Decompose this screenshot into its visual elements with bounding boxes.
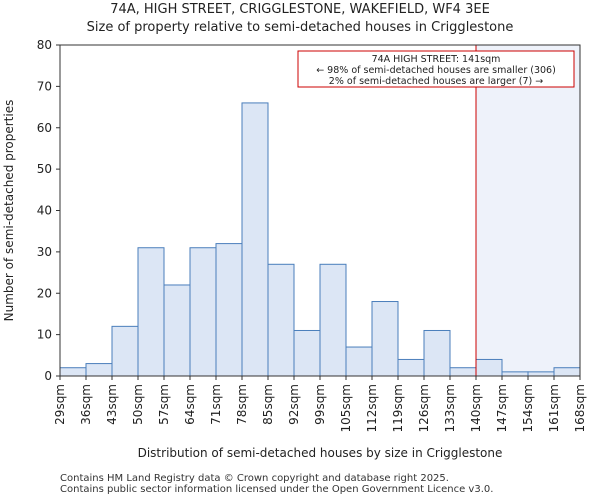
highlight-region — [476, 45, 580, 376]
footer-line-1: Contains HM Land Registry data © Crown c… — [60, 473, 449, 484]
x-tick-label-154sqm: 154sqm — [521, 384, 535, 432]
y-tick-label-60: 60 — [37, 121, 52, 135]
x-tick-label-147sqm: 147sqm — [495, 384, 509, 432]
x-axis-label: Distribution of semi-detached houses by … — [138, 446, 503, 460]
x-tick-label-119sqm: 119sqm — [391, 384, 405, 432]
bar-133sqm — [449, 367, 477, 377]
chart-subtitle: Size of property relative to semi-detach… — [86, 20, 514, 35]
x-tick-label-105sqm: 105sqm — [339, 384, 353, 432]
y-tick-label-70: 70 — [37, 79, 52, 93]
chart-title: 74A, HIGH STREET, CRIGGLESTONE, WAKEFIEL… — [110, 2, 490, 17]
bar-161sqm — [553, 367, 581, 377]
x-tick-label-133sqm: 133sqm — [443, 384, 457, 432]
bar-71sqm — [215, 243, 243, 377]
bar-147sqm — [501, 371, 529, 377]
bar-140sqm — [475, 358, 503, 377]
annotation-box — [297, 50, 575, 88]
annotation-line-3: 2% of semi-detached houses are larger (7… — [329, 76, 543, 87]
x-tick-label-112sqm: 112sqm — [365, 384, 379, 432]
y-tick-label-10: 10 — [37, 328, 52, 342]
histogram-chart: 0 10 20 30 40 50 60 70 80 29sqm 36sqm 43sqm 50sqm 57s… — [2, 38, 587, 460]
x-tick-label-126sqm: 126sqm — [417, 384, 431, 432]
bar-112sqm — [371, 301, 399, 377]
x-tick-label-92sqm: 92sqm — [287, 384, 301, 425]
x-tick-label-36sqm: 36sqm — [79, 384, 93, 425]
y-tick-label-40: 40 — [37, 204, 52, 218]
x-tick-label-161sqm: 161sqm — [547, 384, 561, 432]
x-tick-label-140sqm: 140sqm — [469, 384, 483, 432]
x-tick-label-50sqm: 50sqm — [131, 384, 145, 425]
bar-64sqm — [189, 247, 217, 377]
bar-78sqm — [241, 102, 269, 377]
x-tick-label-29sqm: 29sqm — [53, 384, 67, 425]
y-tick-label-0: 0 — [44, 369, 52, 383]
annotation-line-1: 74A HIGH STREET: 141sqm — [372, 54, 501, 65]
x-tick-label-99sqm: 99sqm — [313, 384, 327, 425]
x-tick-label-57sqm: 57sqm — [157, 384, 171, 425]
bar-105sqm — [345, 346, 373, 377]
bar-50sqm — [137, 247, 165, 377]
bar-154sqm — [527, 371, 555, 377]
x-tick-label-78sqm: 78sqm — [235, 384, 249, 425]
bar-57sqm — [163, 284, 191, 377]
footer-line-2: Contains public sector information licen… — [60, 484, 494, 495]
y-tick-label-20: 20 — [37, 286, 52, 300]
bar-92sqm — [293, 329, 321, 377]
bar-43sqm — [111, 325, 139, 377]
bar-29sqm — [59, 367, 87, 377]
x-tick-label-85sqm: 85sqm — [261, 384, 275, 425]
annotation-line-2: ← 98% of semi-detached houses are smalle… — [316, 65, 556, 76]
bar-119sqm — [397, 358, 425, 377]
bar-36sqm — [85, 363, 113, 377]
y-tick-label-80: 80 — [37, 38, 52, 52]
bar-99sqm — [319, 263, 347, 377]
y-tick-label-30: 30 — [37, 245, 52, 259]
x-tick-label-168sqm: 168sqm — [573, 384, 587, 432]
x-tick-label-71sqm: 71sqm — [209, 384, 223, 425]
x-tick-label-64sqm: 64sqm — [183, 384, 197, 425]
bar-85sqm — [267, 263, 295, 377]
y-tick-label-50: 50 — [37, 162, 52, 176]
x-tick-label-43sqm: 43sqm — [105, 384, 119, 425]
y-axis-label: Number of semi-detached properties — [2, 100, 16, 322]
bar-126sqm — [423, 329, 451, 377]
